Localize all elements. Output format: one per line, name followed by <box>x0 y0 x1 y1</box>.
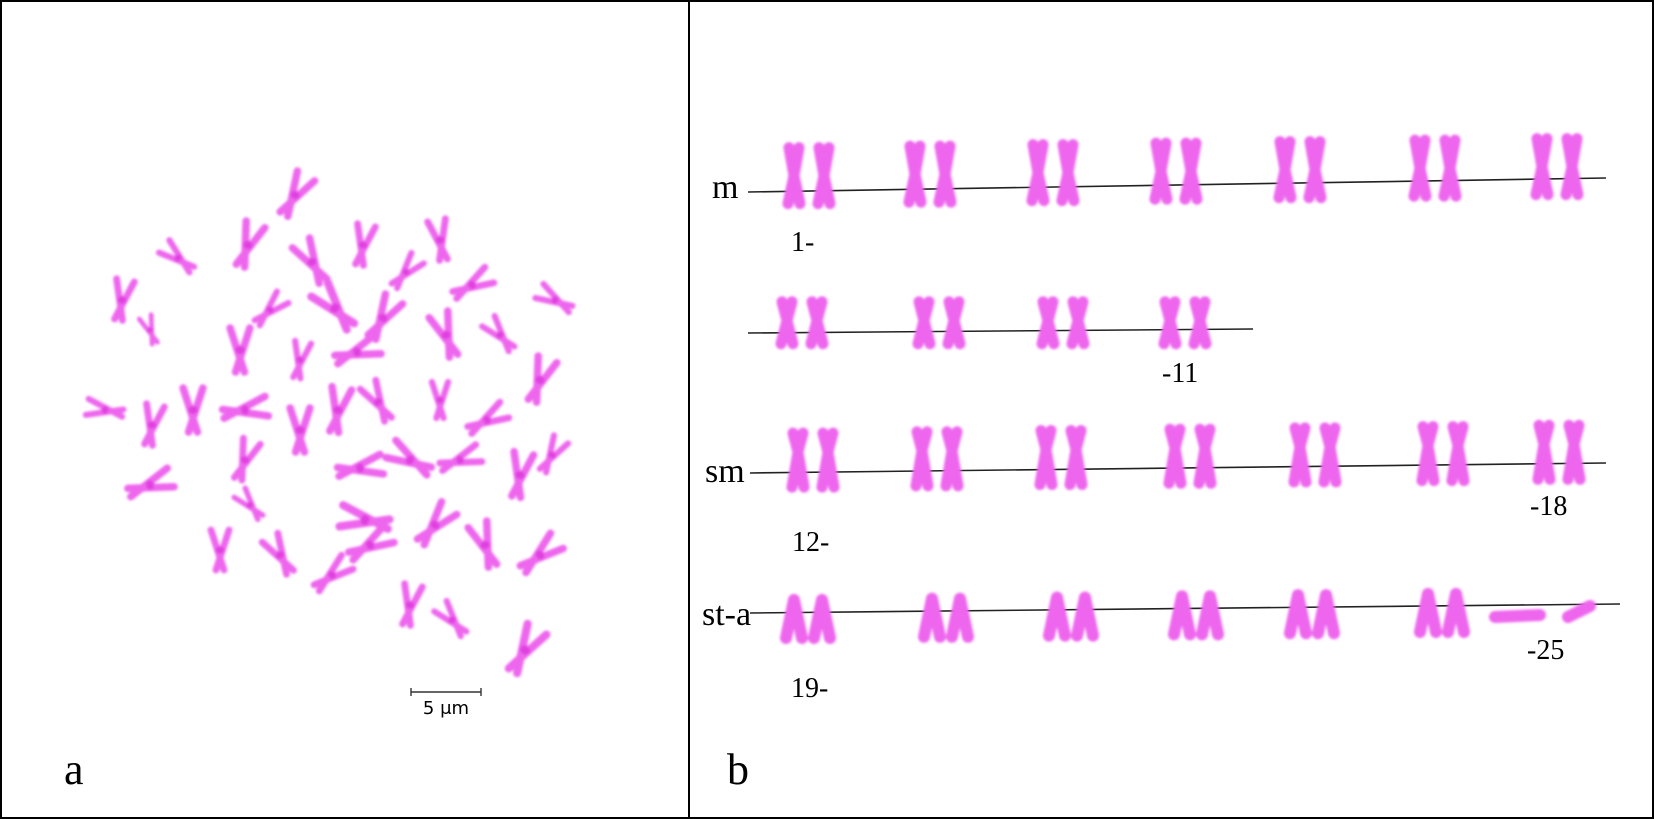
group-sm-end: -18 <box>1530 491 1567 522</box>
chromosome-pair <box>1408 134 1462 202</box>
panel-b-label: b <box>727 745 749 794</box>
chromosome <box>388 249 427 292</box>
chromosome <box>251 288 292 329</box>
karyotype-chromosomes <box>775 133 1596 644</box>
chromosome <box>516 529 567 577</box>
chromosome-pair <box>1036 296 1090 350</box>
chromosome <box>286 404 314 456</box>
chromosome <box>352 220 379 269</box>
chromosome <box>124 464 178 501</box>
chromosome <box>364 290 407 343</box>
chromosome-pair <box>903 140 957 208</box>
chromosome <box>310 551 357 595</box>
chromosome-pair <box>780 594 836 644</box>
chromosome-pair <box>1168 590 1224 641</box>
chromosome <box>290 337 315 382</box>
chromosome-pair <box>1043 591 1099 642</box>
chromosome-pair <box>1416 421 1470 487</box>
chromosome-pair <box>1288 422 1342 488</box>
chromosome-pair <box>1026 139 1080 207</box>
chromosome-pair <box>1532 419 1586 485</box>
chromosome <box>479 312 518 355</box>
chromosome <box>356 376 395 425</box>
scale-bar-label: 5 μm <box>423 698 469 719</box>
chromosome <box>449 263 498 302</box>
chromosome <box>399 580 426 629</box>
chromosome <box>231 434 264 484</box>
chromosome-pair <box>1414 588 1470 638</box>
group-label-st-a: st-a <box>702 596 751 633</box>
chromosome <box>524 352 561 406</box>
chromosome <box>532 280 576 316</box>
chromosome-pair <box>786 427 840 493</box>
chromosome-pair <box>1284 589 1340 640</box>
chromosome <box>141 400 168 449</box>
chromosome <box>307 278 359 334</box>
chromosome <box>345 521 398 564</box>
chromosome <box>382 436 435 479</box>
group-label-sm: sm <box>705 453 745 490</box>
chromosome <box>464 398 513 437</box>
chromosome <box>333 450 388 480</box>
chromosome <box>155 237 198 276</box>
scale-bar: 5 μm <box>410 688 482 719</box>
chromosome <box>436 441 486 474</box>
chromosome-pair <box>1489 600 1596 623</box>
chromosome <box>179 384 207 436</box>
chromosome <box>82 395 127 420</box>
chromosome-pair <box>1158 296 1212 350</box>
chromosome <box>276 167 319 220</box>
chromosome <box>424 215 451 264</box>
metaphase-spread <box>82 167 576 678</box>
group-st-a-end: -25 <box>1527 635 1564 666</box>
chromosome <box>413 498 461 549</box>
chromosome-pair <box>1530 133 1584 201</box>
chromosome <box>218 392 273 422</box>
chromosome <box>326 382 356 437</box>
chromosome <box>258 529 297 578</box>
chromosome <box>425 307 462 361</box>
chromosome <box>231 485 266 523</box>
panel-a-label: a <box>64 745 84 794</box>
group-sm-start: 12- <box>792 527 829 558</box>
chromosome-pair <box>1034 425 1088 491</box>
karyotype-labels: m 1- -11 sm 12- -18 st-a 19- -25 <box>702 169 1567 704</box>
chromosome-pair <box>918 592 974 643</box>
group-m-start: 1- <box>791 227 814 258</box>
chromosome <box>232 217 269 271</box>
chromosome <box>464 517 501 571</box>
chromosome-pair <box>1163 423 1217 489</box>
chromosome <box>207 526 233 574</box>
chromosome <box>331 331 385 368</box>
chromosome <box>431 597 470 640</box>
chromosome-pair <box>1149 137 1203 205</box>
chromosome-pair <box>1273 136 1327 204</box>
chromosome <box>536 432 572 476</box>
group-m-end: -11 <box>1162 358 1198 389</box>
group-st-a-start: 19- <box>791 673 828 704</box>
chromosome <box>136 312 160 347</box>
chromosome <box>504 619 551 678</box>
chromosome <box>226 324 254 376</box>
chromosome-pair <box>782 142 836 210</box>
chromosome <box>111 275 138 324</box>
chromosome-pair <box>912 296 966 350</box>
chromosome-pair <box>775 296 829 350</box>
group-label-m: m <box>712 169 738 206</box>
chromosome <box>428 378 452 422</box>
chromosome <box>508 447 538 502</box>
chromosome-pair <box>910 426 964 492</box>
chromosome <box>288 234 331 287</box>
